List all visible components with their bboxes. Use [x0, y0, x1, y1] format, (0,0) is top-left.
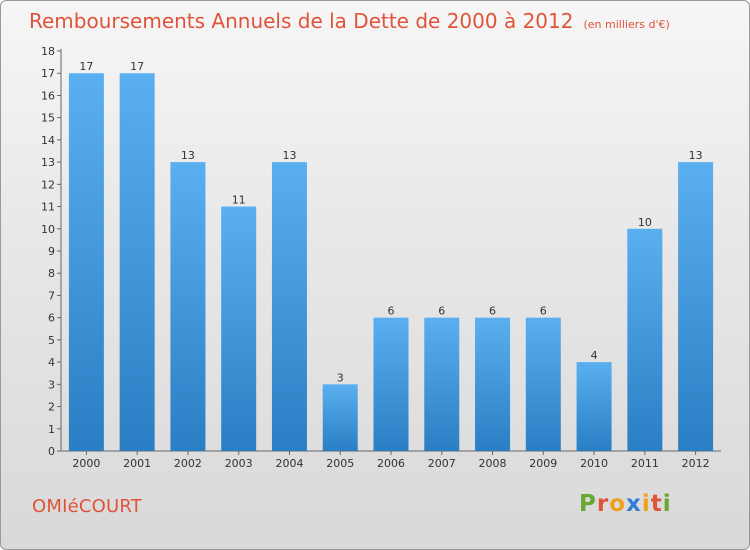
y-tick-label: 15: [41, 112, 55, 125]
unit-note: (en milliers d'€): [583, 18, 670, 31]
data-label-2009: 6: [540, 305, 547, 318]
x-tick-label-2003: 2003: [225, 457, 253, 470]
commune-name: OMIéCOURT: [32, 496, 142, 517]
bar-2006: [373, 317, 409, 451]
x-tick-label-2009: 2009: [529, 457, 557, 470]
y-tick-label: 9: [48, 245, 55, 258]
bar-2011: [627, 228, 663, 451]
y-tick-label: 6: [48, 312, 55, 325]
y-tick-label: 18: [41, 45, 55, 58]
bar-2008: [475, 317, 511, 451]
x-tick-label-2011: 2011: [631, 457, 659, 470]
x-tick-label-2004: 2004: [275, 457, 303, 470]
bar-2000: [68, 73, 104, 451]
data-label-2002: 13: [181, 149, 195, 162]
y-tick-label: 8: [48, 267, 55, 280]
logo-letter: t: [650, 491, 663, 517]
bar-2009: [525, 317, 561, 451]
x-tick-label-2007: 2007: [428, 457, 456, 470]
y-tick-label: 3: [48, 378, 55, 391]
y-tick-label: 4: [48, 356, 55, 369]
data-label-2010: 4: [591, 349, 598, 362]
y-tick-label: 17: [41, 67, 55, 80]
data-label-2011: 10: [638, 216, 652, 229]
x-tick-label-2008: 2008: [479, 457, 507, 470]
data-labels-group: 17 17 13 11 13 3 6 6 6 6 4 10 13: [79, 60, 702, 384]
bar-2003: [221, 206, 257, 451]
x-tick-label-2006: 2006: [377, 457, 405, 470]
y-tick-label: 1: [48, 423, 55, 436]
x-axis: 2000 2001 2002 2003 2004 2005 2006 2007 2008 2009…: [61, 450, 721, 470]
x-tick-label-2000: 2000: [72, 457, 100, 470]
y-tick-label: 5: [48, 334, 55, 347]
y-tick-label: 12: [41, 178, 55, 191]
data-label-2006: 6: [388, 305, 395, 318]
logo-letter: x: [626, 491, 642, 517]
y-tick-label: 2: [48, 401, 55, 414]
logo-letter: P: [579, 491, 597, 517]
bar-2002: [170, 162, 206, 451]
bar-2012: [678, 162, 714, 451]
logo-letter: i: [662, 491, 672, 517]
bars-group: [68, 73, 714, 451]
chart-title: Remboursements Annuels de la Dette de 20…: [29, 9, 670, 33]
y-tick-label: 16: [41, 89, 55, 102]
logo-letter: i: [641, 491, 651, 517]
data-label-2003: 11: [232, 194, 246, 207]
bar-2007: [424, 317, 460, 451]
y-tick-label: 11: [41, 201, 55, 214]
x-tick-label-2005: 2005: [326, 457, 354, 470]
data-label-2001: 17: [130, 60, 144, 73]
x-tick-label-2001: 2001: [123, 457, 151, 470]
data-label-2012: 13: [689, 149, 703, 162]
y-tick-label: 13: [41, 156, 55, 169]
title-text: Remboursements Annuels de la Dette de 20…: [29, 9, 574, 33]
x-tick-label-2010: 2010: [580, 457, 608, 470]
data-label-2005: 3: [337, 371, 344, 384]
bar-2004: [271, 162, 307, 451]
bar-2010: [576, 362, 612, 451]
data-label-2007: 6: [438, 305, 445, 318]
y-tick-label: 0: [48, 445, 55, 458]
x-tick-label-2012: 2012: [682, 457, 710, 470]
logo-letter: r: [596, 491, 610, 517]
data-label-2008: 6: [489, 305, 496, 318]
y-tick-label: 10: [41, 223, 55, 236]
bar-2001: [119, 73, 155, 451]
y-tick-label: 14: [41, 134, 55, 147]
x-tick-label-2002: 2002: [174, 457, 202, 470]
bar-2005: [322, 384, 358, 451]
data-label-2004: 13: [282, 149, 296, 162]
y-tick-label: 7: [48, 289, 55, 302]
logo-letter: o: [609, 491, 627, 517]
proxiti-logo: Proxiti: [579, 491, 672, 517]
data-label-2000: 17: [79, 60, 93, 73]
